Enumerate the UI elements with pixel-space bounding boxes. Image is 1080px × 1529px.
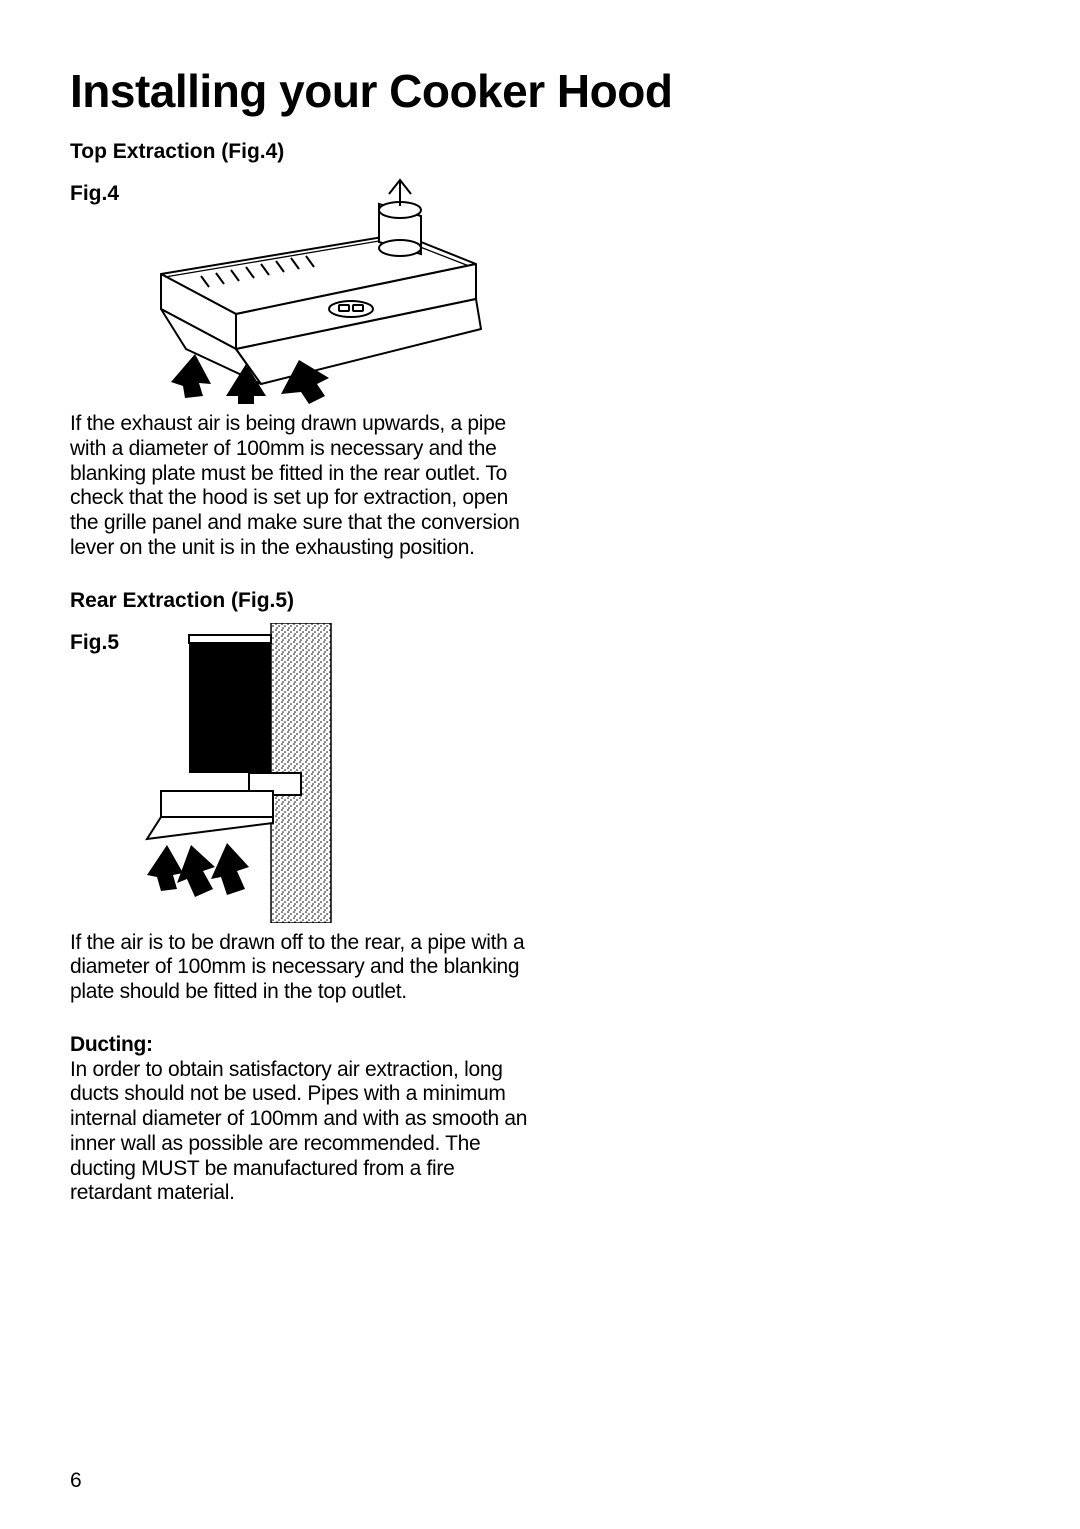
section-heading-top: Top Extraction (Fig.4) <box>70 140 1010 164</box>
figure-4-diagram <box>131 174 491 404</box>
page-title: Installing your Cooker Hood <box>70 64 1010 118</box>
section-body-top: If the exhaust air is being drawn upward… <box>70 412 530 561</box>
section-body-ducting: Ducting: In order to obtain satisfactory… <box>70 1033 530 1206</box>
figure-5-label: Fig.5 <box>70 631 119 655</box>
ducting-runin: Ducting: <box>70 1033 153 1056</box>
document-page: Installing your Cooker Hood Top Extracti… <box>0 0 1080 1529</box>
ducting-text: In order to obtain satisfactory air extr… <box>70 1058 527 1205</box>
figure-4-container: Fig.4 <box>70 174 1010 404</box>
section-heading-rear: Rear Extraction (Fig.5) <box>70 589 1010 613</box>
page-number: 6 <box>70 1469 82 1493</box>
section-body-rear: If the air is to be drawn off to the rea… <box>70 931 530 1005</box>
figure-4-label: Fig.4 <box>70 182 119 206</box>
figure-5-container: Fig.5 <box>70 623 1010 923</box>
figure-5-diagram <box>131 623 341 923</box>
